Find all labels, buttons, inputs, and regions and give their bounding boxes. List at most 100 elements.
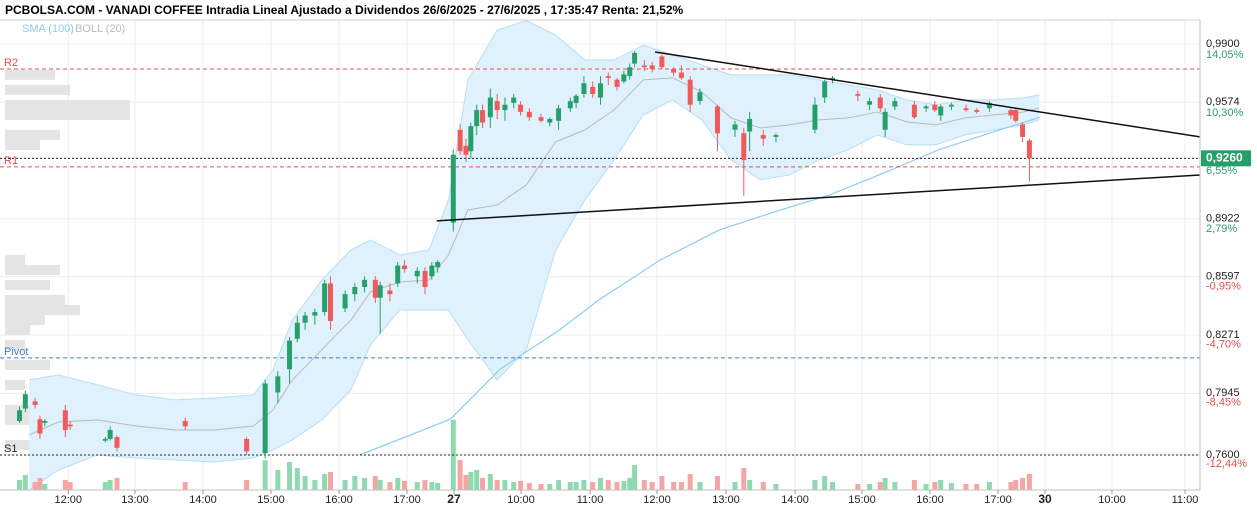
candle-body (697, 92, 703, 102)
volume-bar (372, 476, 378, 490)
volume-profile-bar (5, 99, 130, 110)
candle-body (302, 315, 308, 323)
x-tick-label: 17:00 (393, 494, 421, 506)
legend-entry: BOLL (20) (75, 23, 125, 35)
volume-bar (414, 482, 420, 490)
volume-bar (627, 478, 633, 490)
x-tick-label: 15:00 (848, 494, 876, 506)
volume-bar (659, 476, 665, 490)
volume-bar (294, 468, 300, 490)
x-tick-label: 11:00 (577, 494, 604, 506)
volume-bar (573, 482, 579, 490)
volume-bar (621, 481, 627, 490)
y2-tick-label: -0,95% (1206, 281, 1241, 293)
volume-bar (567, 482, 573, 490)
volume-bar (882, 478, 888, 490)
y-tick-label: 0,8271 (1206, 329, 1240, 341)
candle-body (450, 154, 456, 223)
candle-body (457, 129, 463, 152)
candle-body (182, 421, 188, 427)
volume-bar (747, 480, 753, 490)
x-tick-label: 12:00 (643, 494, 671, 506)
volume-bar (16, 480, 22, 490)
volume-bar (812, 480, 818, 490)
candle-body (649, 65, 655, 69)
volume-bar (697, 482, 703, 490)
level-label: R2 (4, 57, 18, 69)
volume-bar (581, 480, 587, 490)
trend-line (436, 174, 1200, 222)
y-tick-label: 0,9574 (1206, 96, 1240, 108)
candle-body (1020, 124, 1026, 137)
x-tick-label: 16:00 (916, 494, 944, 506)
x-tick-label: 27 (447, 492, 461, 506)
sma-line (359, 116, 1041, 456)
y2-tick-label: -12,44% (1206, 458, 1247, 470)
volume-profile-bar (5, 109, 130, 120)
volume-bar (287, 462, 293, 490)
x-tick-label: 10:00 (1098, 494, 1126, 506)
volume-bar (322, 474, 328, 490)
volume-bar (244, 480, 250, 490)
y2-tick-label: -8,45% (1206, 396, 1241, 408)
candle-body (938, 106, 944, 116)
volume-bar (605, 480, 611, 490)
volume-bar (422, 480, 428, 490)
candle-body (502, 104, 508, 111)
volume-bar (773, 484, 779, 490)
bollinger-upper (29, 20, 1040, 401)
volume-profile-bar (5, 129, 60, 140)
candle-body (581, 83, 587, 94)
candle-body (494, 101, 500, 111)
candle-body (387, 290, 393, 295)
volume-bar (732, 482, 738, 490)
x-tick-label: 13:00 (712, 494, 740, 506)
candle-body (614, 79, 620, 87)
volume-bar (1008, 482, 1014, 490)
candle-body (773, 135, 779, 137)
last-price-box (1201, 150, 1251, 167)
volume-bar (342, 480, 348, 490)
candle-body (659, 56, 665, 68)
bollinger-middle (29, 77, 1040, 436)
volume-bar (1020, 478, 1026, 490)
y2-tick-label: 2,79% (1206, 223, 1237, 235)
volume-bar (614, 482, 620, 490)
volume-bar (457, 460, 463, 490)
x-tick-label: 16:00 (325, 494, 353, 506)
volume-bar (822, 476, 828, 490)
volume-bar (1013, 480, 1019, 490)
legend-entry: SMA (100) (22, 23, 74, 35)
candle-body (590, 86, 596, 94)
candle-body (102, 438, 108, 441)
volume-profile-bar (5, 359, 50, 370)
volume-bar (1026, 474, 1032, 490)
candle-body (327, 283, 333, 321)
candle-body (747, 119, 753, 132)
candle-body (262, 383, 268, 454)
y2-tick-label: 10,30% (1206, 107, 1244, 119)
candle-body (362, 279, 368, 287)
candle-body (322, 283, 328, 313)
y-tick-label: 0,8597 (1206, 271, 1240, 283)
candle-body (395, 265, 401, 284)
x-tick-label: 15:00 (257, 494, 285, 506)
candle-body (402, 265, 408, 270)
volume-bar (855, 484, 861, 490)
candle-body (518, 104, 524, 112)
candle-body (275, 376, 281, 393)
candle-body (312, 312, 318, 316)
volume-bar (911, 480, 917, 490)
volume-profile-bar (5, 295, 65, 306)
candle-body (463, 145, 469, 155)
volume-bar (892, 482, 898, 490)
candle-body (760, 135, 766, 139)
bollinger-band (29, 20, 1040, 490)
volume-bar (877, 482, 883, 490)
volume-bar (487, 474, 493, 490)
volume-bar (986, 482, 992, 490)
candle-body (22, 394, 28, 409)
volume-bar (435, 483, 441, 490)
bollinger-lower (28, 99, 1040, 490)
volume-bar (671, 482, 677, 490)
